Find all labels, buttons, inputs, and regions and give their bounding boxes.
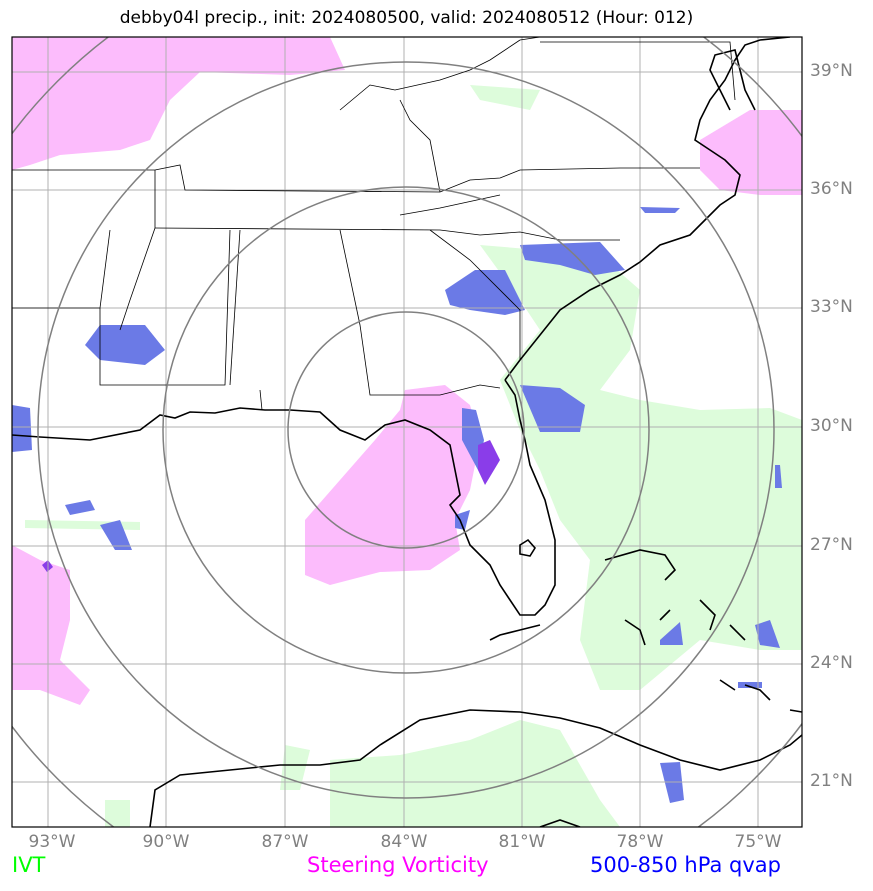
map-title: debby04l precip., init: 2024080500, vali… (119, 8, 694, 28)
vorticity-southwest (12, 545, 90, 705)
hispaniola (789, 709, 802, 713)
range-ring-3 (37, 61, 775, 799)
map-frame (11, 36, 803, 828)
lon-label-84w: 84°W (380, 832, 428, 852)
ivt-sw-region (105, 800, 130, 827)
coastlines (12, 37, 802, 827)
bahamas-islands (604, 549, 771, 701)
overlap-big-bend (478, 440, 500, 485)
lat-label-33n: 33°N (810, 297, 853, 317)
lon-label-78w: 78°W (616, 832, 664, 852)
cuba-coast (149, 709, 802, 827)
vorticity-northwest (12, 37, 345, 170)
qvap-jacksonville (520, 385, 585, 432)
qvap-bahamas-east (755, 620, 780, 648)
ivt-north-region (470, 85, 540, 110)
qvap-mississippi (85, 325, 165, 365)
qvap-carolina (520, 242, 625, 275)
qvap-central-gulf (100, 520, 132, 550)
qvap-bahamas (660, 622, 683, 645)
qvap-field (12, 207, 782, 803)
lat-label-30n: 30°N (810, 416, 853, 436)
qvap-west-gulf (65, 500, 95, 515)
lon-label-81w: 81°W (498, 832, 546, 852)
lon-label-93w: 93°W (28, 832, 76, 852)
keys (489, 624, 541, 641)
lake-okeechobee (519, 538, 536, 557)
lon-label-75w: 75°W (734, 832, 782, 852)
qvap-inagua (738, 682, 762, 688)
qvap-west-edge (12, 405, 32, 452)
vorticity-northeast (700, 110, 802, 195)
lon-label-87w: 87°W (261, 832, 309, 852)
chesapeake-coast (709, 49, 756, 111)
vorticity-florida (305, 385, 480, 585)
lat-label-39n: 39°N (810, 61, 853, 81)
legend-qvap: 500-850 hPa qvap (590, 853, 781, 877)
range-ring-2 (162, 186, 650, 674)
lon-label-90w: 90°W (142, 832, 190, 852)
lat-label-24n: 24°N (810, 653, 853, 673)
legend-steering-vorticity: Steering Vorticity (307, 853, 489, 877)
range-ring-1 (287, 311, 525, 549)
qvap-georgia (445, 270, 525, 315)
gulf-coast (12, 379, 556, 616)
qvap-north-carolina (640, 207, 680, 213)
legend-ivt: IVT (12, 853, 46, 877)
qvap-east-strip (775, 465, 782, 488)
atlantic-coast (504, 37, 791, 381)
lat-label-21n: 21°N (810, 771, 853, 791)
vorticity-field (12, 37, 802, 705)
ivt-atlantic-region (480, 245, 802, 690)
jamaica (539, 819, 581, 827)
lat-label-27n: 27°N (810, 535, 853, 555)
qvap-florida-sw (455, 510, 470, 530)
ivt-cuba-region (330, 720, 620, 827)
lat-label-36n: 36°N (810, 179, 853, 199)
